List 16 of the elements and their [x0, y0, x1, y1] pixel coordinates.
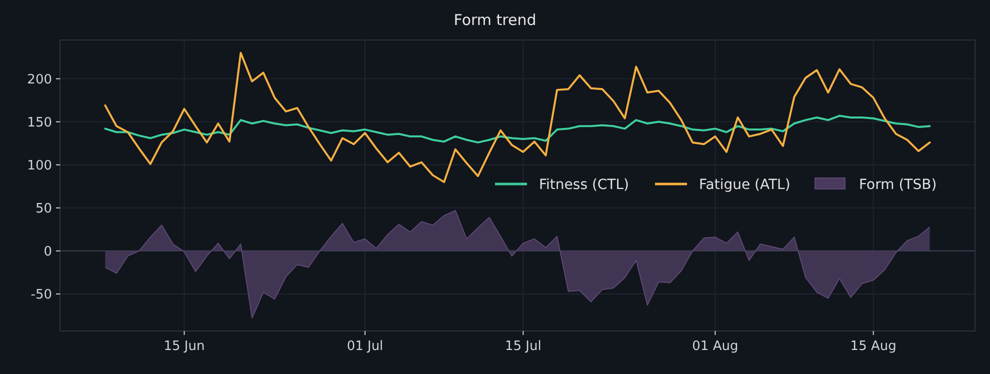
- legend-label: Fitness (CTL): [539, 176, 629, 193]
- x-tick-label: 15 Jul: [504, 339, 542, 354]
- y-tick-label: 100: [27, 158, 52, 174]
- x-tick-label: 15 Aug: [850, 339, 896, 354]
- y-tick-label: 150: [27, 115, 52, 130]
- x-tick-label: 01 Jul: [346, 339, 384, 354]
- y-tick-label: 200: [27, 72, 52, 88]
- chart-title: Form trend: [454, 11, 536, 29]
- y-tick-label: 50: [35, 201, 52, 216]
- x-tick-label: 15 Jun: [164, 339, 205, 354]
- legend-label: Form (TSB): [859, 176, 937, 193]
- y-tick-label: -50: [30, 288, 52, 303]
- legend-label: Fatigue (ATL): [699, 176, 790, 193]
- x-tick-label: 01 Aug: [692, 339, 738, 354]
- y-tick-label: 0: [44, 244, 52, 260]
- line-series: [104, 114, 931, 144]
